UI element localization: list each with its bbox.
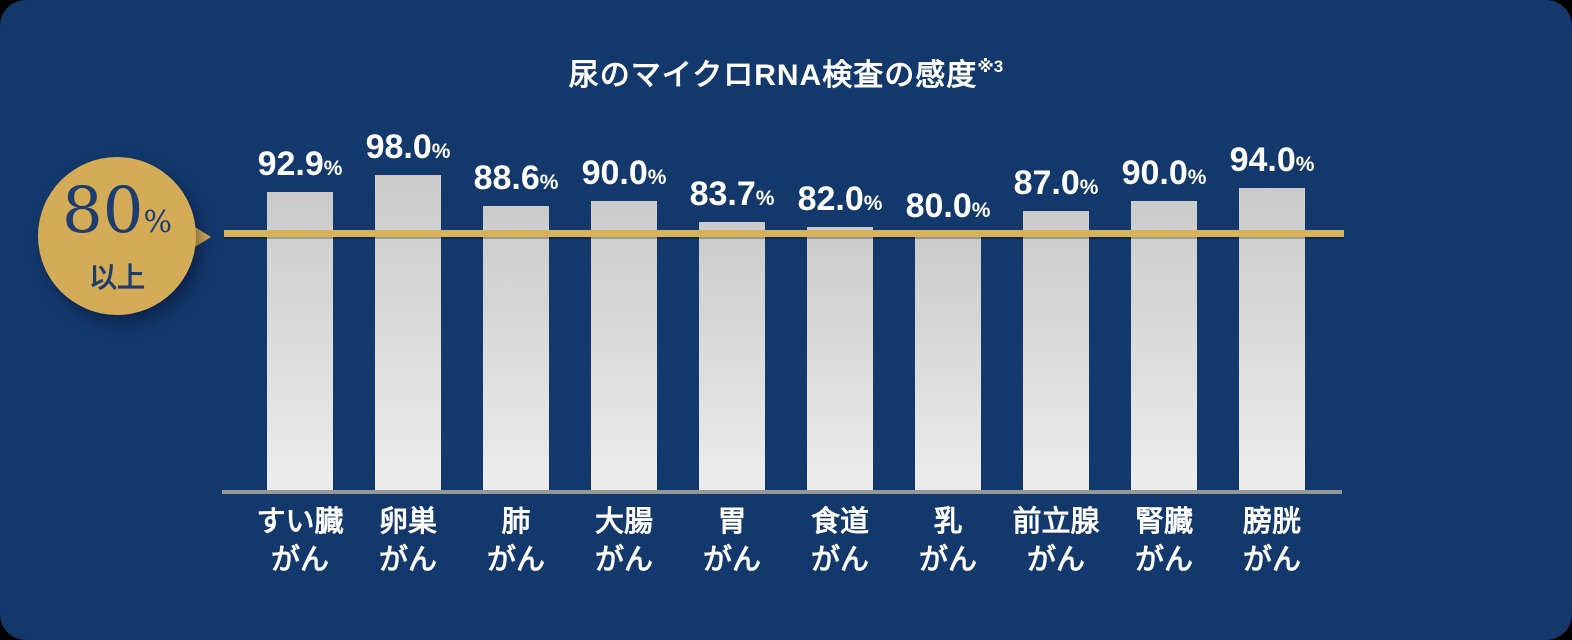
category-label: 胃 がん bbox=[702, 506, 761, 576]
bar-value-label: 94.0% bbox=[1187, 142, 1357, 183]
bar-value-label: 88.6% bbox=[431, 160, 601, 201]
bar-value-label: 87.0% bbox=[971, 165, 1141, 206]
bar bbox=[807, 227, 873, 492]
bar-value-unit: % bbox=[323, 156, 343, 180]
bar bbox=[483, 205, 549, 492]
category-label: すい臓 がん bbox=[256, 506, 344, 576]
bar-value-unit: % bbox=[1295, 153, 1315, 177]
threshold-badge-value: 80 bbox=[62, 174, 144, 248]
bar-value-unit: % bbox=[431, 140, 451, 164]
bar-value-label: 80.0% bbox=[863, 188, 1033, 229]
bar-value-number: 94.0 bbox=[1229, 141, 1296, 180]
category-label: 大腸 がん bbox=[594, 506, 653, 576]
bar bbox=[591, 201, 657, 492]
bar bbox=[375, 175, 441, 492]
bar-value-number: 90.0 bbox=[1121, 154, 1188, 193]
bar-value-number: 92.9 bbox=[257, 144, 324, 183]
bar-value-unit: % bbox=[539, 170, 559, 194]
bar bbox=[1239, 188, 1305, 492]
bar-value-label: 90.0% bbox=[1079, 155, 1249, 196]
threshold-badge: 80% 以上 bbox=[38, 157, 196, 315]
category-label: 卵巣 がん bbox=[378, 506, 437, 576]
bar bbox=[267, 191, 333, 492]
bar-value-unit: % bbox=[1079, 175, 1099, 199]
chart-title-footnote-marker: ※3 bbox=[977, 57, 1004, 76]
chart-title-text: 尿のマイクロRNA検査の感度 bbox=[568, 59, 978, 92]
bar-value-number: 98.0 bbox=[365, 128, 432, 167]
x-axis-line bbox=[222, 490, 1342, 494]
bar bbox=[1131, 201, 1197, 492]
category-label: 乳 がん bbox=[918, 506, 977, 576]
chart-title: 尿のマイクロRNA検査の感度※3 bbox=[0, 50, 1572, 94]
bar bbox=[915, 233, 981, 492]
category-label: 腎臓 がん bbox=[1134, 506, 1193, 576]
bar-value-unit: % bbox=[755, 186, 775, 210]
bar-value-unit: % bbox=[971, 198, 991, 222]
category-label: 膀胱 がん bbox=[1242, 506, 1301, 576]
bar bbox=[699, 221, 765, 492]
category-label: 前立腺 がん bbox=[1012, 506, 1100, 576]
threshold-badge-percent-sign: % bbox=[143, 205, 172, 240]
bar-value-unit: % bbox=[647, 166, 667, 190]
bar-value-unit: % bbox=[863, 192, 883, 216]
bar-value-unit: % bbox=[1187, 166, 1207, 190]
bar-value-number: 82.0 bbox=[797, 180, 864, 219]
bar-value-number: 87.0 bbox=[1013, 163, 1080, 202]
bar-value-number: 80.0 bbox=[905, 186, 972, 225]
bar-value-label: 82.0% bbox=[755, 181, 925, 222]
bar-value-number: 83.7 bbox=[689, 174, 756, 213]
bar-value-number: 90.0 bbox=[581, 154, 648, 193]
threshold-badge-value-row: 80% bbox=[38, 179, 196, 259]
threshold-badge-label: 以上 bbox=[88, 261, 145, 294]
category-label: 肺 がん bbox=[486, 506, 545, 576]
threshold-line bbox=[224, 230, 1344, 237]
bar-value-label: 92.9% bbox=[215, 146, 385, 187]
bar-value-label: 90.0% bbox=[539, 155, 709, 196]
category-label: 食道 がん bbox=[810, 506, 869, 576]
bar-value-number: 88.6 bbox=[473, 158, 540, 197]
bar bbox=[1023, 210, 1089, 492]
bar-value-label: 83.7% bbox=[647, 176, 817, 217]
bar-value-label: 98.0% bbox=[323, 129, 493, 170]
